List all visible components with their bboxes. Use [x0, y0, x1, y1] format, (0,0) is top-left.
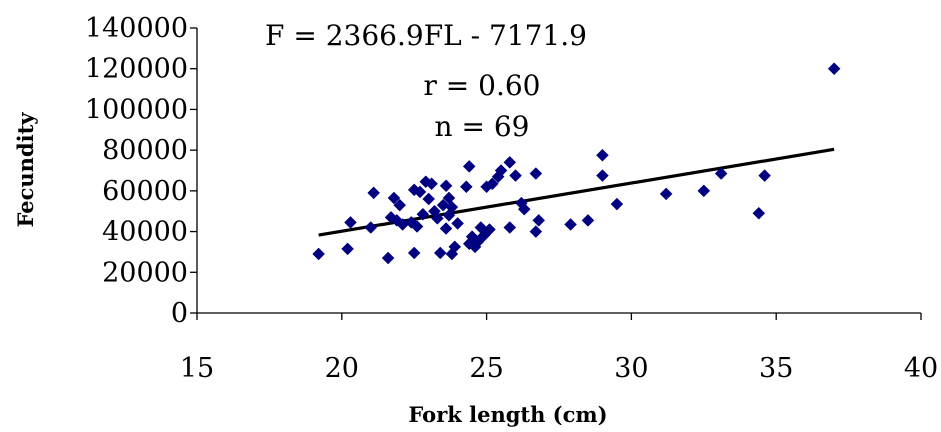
data-point	[413, 185, 427, 199]
data-point	[431, 211, 444, 225]
y-tick-label: 60000	[102, 176, 188, 207]
x-tick-label: 20	[325, 353, 359, 384]
data-point	[416, 207, 430, 221]
x-tick-label: 15	[180, 353, 214, 384]
data-point	[494, 164, 508, 177]
y-tick-label: 40000	[102, 217, 188, 248]
data-point	[439, 222, 453, 235]
data-point	[451, 217, 464, 230]
data-point	[503, 221, 517, 234]
y-tick-label: 20000	[102, 257, 188, 288]
data-point	[448, 240, 462, 254]
data-point	[436, 198, 450, 212]
y-tick-label: 100000	[85, 94, 188, 125]
data-point	[433, 246, 447, 260]
data-point	[827, 62, 841, 76]
data-point	[483, 223, 496, 236]
x-tick-label: 30	[614, 353, 648, 384]
data-point	[341, 242, 354, 256]
data-point	[529, 225, 543, 238]
data-point	[758, 169, 771, 182]
regression-equation: F = 2366.9FL - 7171.9	[265, 19, 587, 52]
correlation-label: r = 0.60	[424, 69, 541, 102]
data-point	[387, 191, 401, 205]
y-tick-label: 0	[171, 298, 188, 329]
data-point	[529, 167, 543, 180]
data-point	[367, 186, 381, 200]
data-point	[714, 167, 728, 180]
x-tick-label: 40	[904, 353, 938, 384]
data-point	[445, 200, 459, 214]
y-tick-label: 140000	[85, 13, 188, 44]
data-point	[697, 184, 711, 198]
x-axis-title: Fork length (cm)	[408, 402, 607, 427]
data-point	[462, 160, 476, 173]
y-tick-label: 80000	[102, 135, 188, 166]
data-point	[503, 156, 517, 169]
data-point	[459, 180, 473, 194]
data-point	[312, 247, 325, 261]
data-point	[581, 214, 595, 227]
data-point	[532, 214, 546, 227]
y-axis-title: Fecundity	[13, 112, 38, 228]
data-point	[564, 218, 577, 231]
data-point	[486, 177, 499, 191]
data-point	[596, 169, 609, 182]
data-point	[752, 206, 766, 220]
data-point	[381, 251, 395, 265]
y-tick-label: 120000	[85, 54, 188, 85]
x-tick-label: 35	[759, 353, 793, 384]
x-tick-label: 25	[469, 353, 503, 384]
data-point	[407, 246, 421, 260]
data-point	[596, 148, 609, 162]
data-point	[659, 187, 673, 201]
data-point	[344, 216, 357, 229]
data-point	[410, 220, 424, 233]
data-point	[517, 202, 531, 216]
data-point	[439, 179, 453, 193]
data-point	[509, 169, 522, 182]
data-point	[393, 198, 407, 212]
data-point	[610, 197, 624, 211]
data-point	[422, 192, 436, 206]
sample-size-label: n = 69	[435, 110, 530, 143]
data-point	[364, 221, 378, 234]
data-point	[425, 177, 438, 191]
